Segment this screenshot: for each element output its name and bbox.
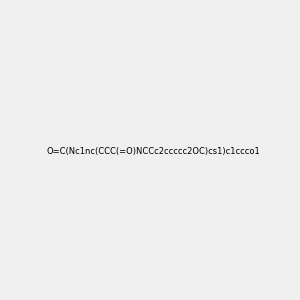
Text: O=C(Nc1nc(CCC(=O)NCCc2ccccc2OC)cs1)c1ccco1: O=C(Nc1nc(CCC(=O)NCCc2ccccc2OC)cs1)c1ccc… (47, 147, 261, 156)
